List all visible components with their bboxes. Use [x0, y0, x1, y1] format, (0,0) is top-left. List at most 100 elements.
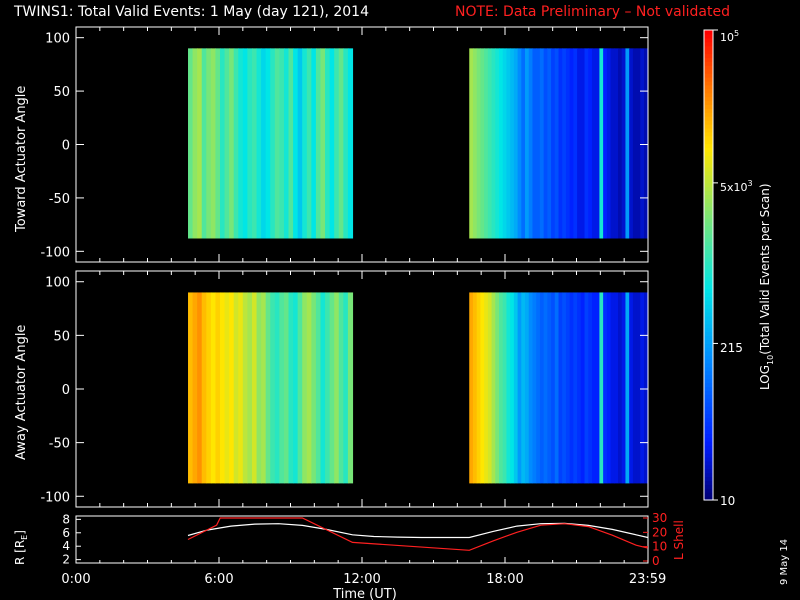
colorbar-cell: [704, 464, 713, 470]
colorbar-cell: [704, 229, 713, 235]
colorbar-cell: [704, 460, 713, 466]
colorbar-cell: [704, 155, 713, 160]
heatmap-column-toward-1-17: [532, 48, 537, 239]
colorbar-cell: [704, 261, 713, 266]
time-tick-label: 6:00: [204, 572, 233, 587]
heatmap-column-away-1-39: [614, 292, 619, 484]
heatmap-column-toward-1-24: [558, 48, 563, 239]
colorbar-cell: [704, 249, 713, 254]
heatmap-column-toward-0-21: [283, 48, 290, 239]
colorbar-cell: [704, 488, 713, 493]
heatmap-column-away-0-21: [283, 292, 290, 484]
colorbar-cell: [704, 104, 713, 109]
colorbar-cell: [704, 308, 713, 313]
colorbar-cell: [704, 327, 713, 333]
heatmap-column-away-1-1: [472, 292, 478, 484]
colorbar-cell: [704, 386, 713, 391]
heatmap-column-away-1-8: [499, 292, 504, 484]
colorbar-cell: [704, 233, 713, 239]
heatmap-column-away-1-35: [599, 292, 604, 484]
colorbar-cell: [704, 409, 713, 415]
colorbar-cell: [704, 496, 713, 501]
colorbar-cell: [704, 33, 713, 39]
heatmap-column-away-0-34: [343, 292, 349, 484]
heatmap-column-away-1-19: [539, 292, 545, 484]
heatmap-column-away-0-11: [238, 292, 244, 484]
colorbar-cell: [704, 116, 713, 121]
r-line: [187, 522, 648, 539]
colorbar-cell: [704, 315, 713, 321]
time-tick-label: 12:00: [343, 572, 380, 587]
heatmap-column-away-1-26: [565, 292, 571, 484]
colorbar-cell: [704, 80, 713, 86]
colorbar-cell: [704, 257, 713, 262]
heatmap-column-toward-1-42: [625, 48, 630, 239]
heatmap-column-away-0-20: [279, 292, 285, 484]
heatmap-column-toward-0-9: [229, 48, 235, 239]
heatmap-column-away-1-41: [621, 292, 627, 484]
heatmap-column-toward-0-5: [210, 48, 217, 239]
heatmap-column-away-0-22: [288, 292, 294, 484]
colorbar-cell: [704, 449, 713, 454]
colorbar-cell: [704, 468, 713, 474]
colorbar-cell: [704, 453, 713, 458]
heatmap-column-away-0-19: [274, 292, 280, 484]
colorbar-cell: [704, 77, 713, 82]
colorbar-cell: [704, 65, 713, 70]
colorbar-cell: [704, 370, 713, 376]
heatmap-column-away-0-14: [251, 292, 258, 484]
colorbar-cell: [704, 194, 713, 200]
colorbar-cell: [704, 492, 713, 497]
colorbar-cell: [704, 171, 713, 176]
heatmap-column-away-0-16: [261, 292, 267, 484]
cb-tick-max: 105: [720, 29, 739, 44]
colorbar-cell: [704, 159, 713, 164]
heatmap-column-toward-1-11: [510, 48, 515, 239]
heatmap-column-away-0-3: [201, 292, 207, 484]
heatmap-column-toward-0-10: [233, 48, 239, 239]
colorbar-cell: [704, 394, 713, 399]
colorbar-cell: [704, 41, 713, 47]
colorbar-cell: [704, 120, 713, 125]
heatmap-column-away-0-6: [215, 292, 221, 484]
heatmap-column-away-0-1: [192, 292, 198, 484]
heatmap-column-away-1-15: [525, 292, 530, 484]
heatmap-column-toward-0-15: [256, 48, 262, 239]
heatmap-column-away-0-32: [334, 292, 340, 484]
toward-ytick-label: 100: [45, 32, 70, 47]
heatmap-column-away-1-11: [510, 292, 515, 484]
colorbar-cell: [704, 484, 713, 489]
heatmap-column-away-1-44: [632, 292, 638, 484]
heatmap-column-toward-1-18: [536, 48, 541, 239]
lshell-line: [187, 517, 648, 551]
colorbar-cell: [704, 131, 713, 137]
heatmap-column-toward-0-3: [201, 48, 207, 239]
colorbar-cell: [704, 127, 713, 133]
colorbar-cell: [704, 225, 713, 231]
heatmap-column-toward-1-4: [484, 48, 489, 239]
colorbar-cell: [704, 147, 713, 153]
colorbar-cell: [704, 174, 713, 180]
heatmap-column-away-1-30: [580, 292, 586, 484]
colorbar-cell: [704, 288, 713, 294]
heatmap-column-toward-1-10: [506, 48, 511, 239]
colorbar-cell: [704, 245, 713, 250]
heatmap-column-toward-0-25: [302, 48, 308, 239]
heatmap-column-toward-1-34: [595, 48, 601, 239]
heatmap-column-away-0-15: [256, 292, 262, 484]
heatmap-column-toward-0-26: [306, 48, 312, 239]
heatmap-column-away-1-33: [591, 292, 597, 484]
colorbar-cell: [704, 37, 713, 43]
r-tick-label: 8: [62, 512, 70, 526]
heatmap-column-away-0-8: [224, 292, 230, 484]
heatmap-column-toward-1-12: [513, 48, 519, 239]
heatmap-column-away-1-18: [536, 292, 541, 484]
lshell-tick-label: 0: [652, 554, 660, 568]
colorbar-cell: [704, 124, 713, 129]
heatmap-column-away-1-3: [480, 292, 485, 484]
lshell-tick-label: 10: [652, 540, 667, 554]
heatmap-column-away-1-2: [476, 292, 482, 484]
colorbar-cell: [704, 480, 713, 485]
heatmap-column-away-1-38: [610, 292, 615, 484]
